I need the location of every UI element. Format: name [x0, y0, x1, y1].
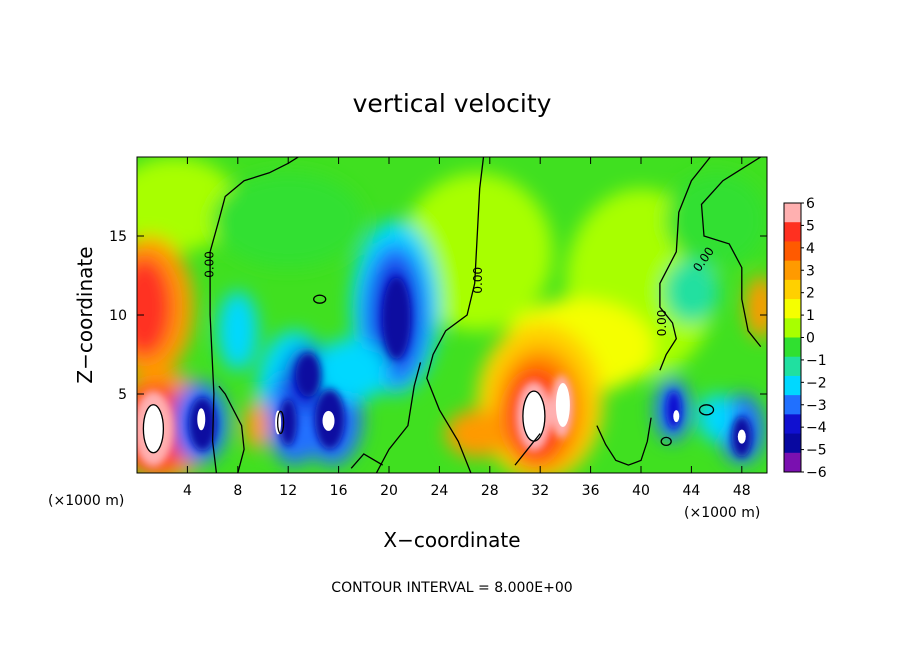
- contour-line: [350, 453, 384, 469]
- field-core: [382, 277, 411, 360]
- contour-line: [700, 157, 762, 348]
- colorbar-label: 2: [806, 286, 815, 302]
- colorbar-label: 4: [806, 241, 815, 257]
- x-unit-left: (×1000 m): [48, 493, 124, 509]
- colorbar-label: −4: [806, 420, 827, 436]
- y-tick-label: 15: [109, 229, 127, 245]
- contour-line: [375, 362, 422, 473]
- colorbar-swatch: [784, 433, 801, 454]
- field-blob: [217, 291, 258, 371]
- colorbar-label: −3: [806, 398, 827, 414]
- y-axis-label: Z−coordinate: [73, 246, 97, 383]
- colorbar-label: −1: [806, 353, 827, 369]
- contour-line: [659, 157, 711, 371]
- colorbar-swatch: [784, 279, 801, 300]
- colorbar-swatch: [784, 222, 801, 242]
- field-extreme-core: [522, 391, 545, 442]
- field-blob: [401, 172, 553, 331]
- x-tick-label: 24: [430, 483, 448, 499]
- field-extreme-core: [197, 408, 206, 431]
- x-tick-label: 28: [481, 483, 499, 499]
- contour-line: [514, 433, 541, 466]
- field-extreme-core: [673, 410, 680, 423]
- colorbar-label: 5: [806, 218, 815, 234]
- field-core: [295, 352, 321, 398]
- x-tick-label: 32: [531, 483, 549, 499]
- x-tick-label: 16: [330, 483, 348, 499]
- colorbar-swatch: [784, 260, 801, 281]
- x-tick-label: 48: [733, 483, 751, 499]
- field-core: [279, 398, 298, 447]
- contour-label: 0.00: [655, 310, 669, 337]
- field-blob: [666, 172, 767, 268]
- field-extreme-core: [143, 404, 164, 453]
- field-blob: [313, 338, 390, 402]
- y-axis: 5 10 15: [109, 229, 767, 403]
- x-axis: 4 8 12 16 20 24 28 32 36 40 44 48: [183, 157, 751, 499]
- contour-label: 0.00: [471, 267, 485, 294]
- contour-loop: [313, 294, 327, 304]
- field-extreme-core: [737, 429, 746, 444]
- field-extreme-core: [555, 383, 570, 428]
- field-blob: [137, 256, 173, 358]
- colorbar-swatch: [784, 452, 801, 473]
- contour-loop: [142, 404, 165, 454]
- contour-line: [218, 385, 245, 473]
- colorbar-swatch: [784, 299, 801, 319]
- colorbar-swatch: [784, 356, 801, 377]
- x-tick-label: 36: [582, 483, 600, 499]
- colorbar-label: 3: [806, 263, 815, 279]
- contour-label: 0.00: [203, 251, 217, 278]
- colorbar-swatch: [784, 414, 801, 435]
- x-tick-label: 12: [279, 483, 297, 499]
- colorbar-label: 0: [806, 331, 815, 347]
- field-blob: [745, 275, 767, 339]
- field-blob: [663, 259, 720, 323]
- colorbar-swatch: [784, 318, 801, 338]
- x-tick-label: 40: [632, 483, 650, 499]
- contour-line: [209, 157, 299, 473]
- x-tick-label: 44: [682, 483, 700, 499]
- x-tick-label: 8: [233, 483, 242, 499]
- field-core: [666, 390, 682, 429]
- contour-loop: [660, 436, 672, 447]
- chart-title: vertical velocity: [353, 89, 552, 118]
- field-blob: [244, 401, 270, 450]
- x-tick-label: 20: [380, 483, 398, 499]
- colorbar-swatch: [784, 241, 801, 262]
- field-blob: [137, 157, 238, 252]
- field-blob: [212, 172, 364, 268]
- colorbar-label: −2: [806, 375, 827, 391]
- colorbar-swatch: [784, 337, 801, 358]
- colorbar-label: 6: [806, 196, 815, 212]
- field-blob: [697, 394, 736, 442]
- colorbar-swatch: [784, 395, 801, 415]
- contour-line: [596, 417, 652, 466]
- colorbar-label: 1: [806, 308, 815, 324]
- colorbar-label: −5: [806, 443, 827, 459]
- colorbar: 6 5 4 3 2 1 0 −1 −2 −3 −4 −5 −6: [783, 196, 827, 481]
- colorbar-swatch: [784, 203, 801, 223]
- contour-loop: [276, 410, 285, 435]
- y-tick-label: 5: [118, 387, 127, 403]
- field-extreme-core: [322, 410, 335, 431]
- field-blob: [445, 409, 509, 458]
- velocity-field: [137, 157, 767, 473]
- contour-loop: [522, 390, 546, 442]
- colorbar-swatch: [784, 375, 801, 396]
- x-unit-right: (×1000 m): [684, 505, 760, 521]
- y-tick-label: 10: [109, 308, 127, 324]
- x-axis-label: X−coordinate: [383, 528, 520, 552]
- contour-line: [426, 157, 485, 473]
- contour-interval-note: CONTOUR INTERVAL = 8.000E+00: [331, 580, 572, 596]
- x-tick-label: 4: [183, 483, 192, 499]
- colorbar-label: −6: [806, 465, 827, 481]
- zero-contours: 0.000.000.000.00: [142, 157, 762, 473]
- contour-loop: [698, 404, 715, 416]
